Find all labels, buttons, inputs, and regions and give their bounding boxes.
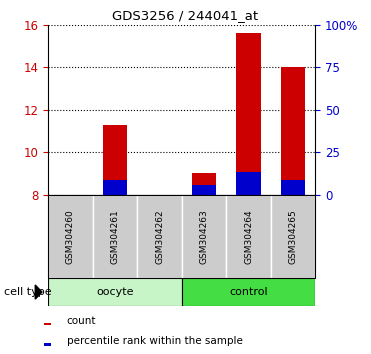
- Text: GDS3256 / 244041_at: GDS3256 / 244041_at: [112, 9, 259, 22]
- Bar: [281, 67, 305, 195]
- Text: count: count: [67, 316, 96, 326]
- Bar: [192, 173, 216, 195]
- Text: GSM304264: GSM304264: [244, 209, 253, 264]
- Bar: [236, 33, 261, 195]
- Text: cell type: cell type: [4, 287, 51, 297]
- Bar: [281, 180, 305, 195]
- Bar: [182, 278, 315, 306]
- Bar: [103, 180, 127, 195]
- Bar: [44, 323, 51, 325]
- Polygon shape: [35, 285, 42, 299]
- Text: GSM304263: GSM304263: [200, 209, 209, 264]
- Text: control: control: [229, 287, 268, 297]
- Bar: [271, 195, 315, 278]
- Bar: [137, 195, 182, 278]
- Text: GSM304262: GSM304262: [155, 209, 164, 264]
- Bar: [103, 125, 127, 195]
- Bar: [93, 195, 137, 278]
- Bar: [44, 343, 51, 346]
- Bar: [48, 195, 93, 278]
- Text: GSM304261: GSM304261: [111, 209, 119, 264]
- Bar: [192, 185, 216, 195]
- Bar: [226, 195, 271, 278]
- Bar: [182, 195, 226, 278]
- Bar: [48, 278, 182, 306]
- Text: percentile rank within the sample: percentile rank within the sample: [67, 336, 243, 346]
- Text: GSM304260: GSM304260: [66, 209, 75, 264]
- Text: GSM304265: GSM304265: [289, 209, 298, 264]
- Bar: [236, 172, 261, 195]
- Text: oocyte: oocyte: [96, 287, 134, 297]
